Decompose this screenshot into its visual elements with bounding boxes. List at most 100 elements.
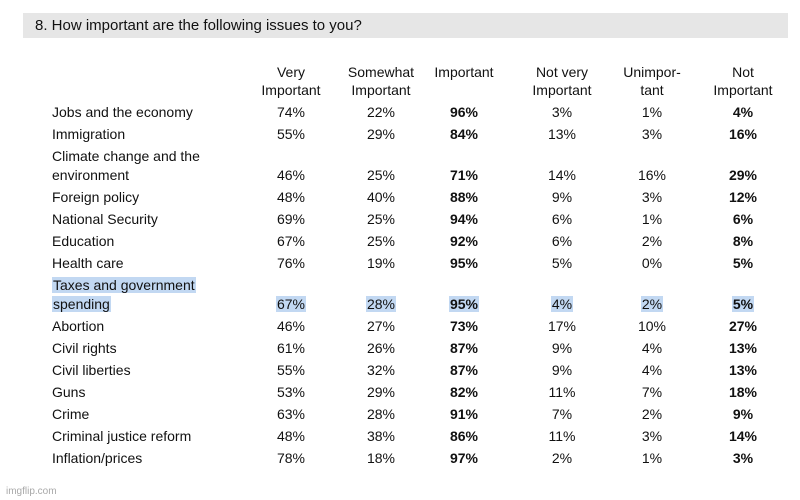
table-cell: 26% [366, 340, 396, 356]
table-cell: 84% [449, 126, 479, 142]
table-cell: 0% [641, 255, 663, 271]
row-label: Guns [52, 384, 86, 400]
table-cell: 40% [366, 189, 396, 205]
table-cell: 14% [728, 428, 758, 444]
table-cell: 29% [366, 126, 396, 142]
table-cell: 5% [551, 255, 573, 271]
row-label: Criminal justice reform [52, 428, 192, 444]
table-cell: 32% [366, 362, 396, 378]
table-cell: 3% [551, 104, 573, 120]
table-cell: 94% [449, 211, 479, 227]
table-cell: 25% [366, 211, 396, 227]
table-cell: 67% [275, 296, 307, 312]
table-cell: 1% [641, 450, 663, 466]
table-cell: 27% [728, 318, 758, 334]
table-cell: 95% [448, 296, 480, 312]
table-cell: 10% [637, 318, 667, 334]
table-cell: 73% [449, 318, 479, 334]
table-cell: 1% [641, 211, 663, 227]
table-cell: 2% [551, 450, 573, 466]
column-header: Not very Important [532, 64, 592, 98]
table-cell: 97% [449, 450, 479, 466]
table-cell: 53% [276, 384, 306, 400]
table-cell: 61% [276, 340, 306, 356]
table-cell: 25% [366, 233, 396, 249]
table-cell: 91% [449, 406, 479, 422]
row-label: Health care [52, 255, 124, 271]
table-cell: 4% [550, 296, 574, 312]
table-cell: 13% [547, 126, 577, 142]
row-label: National Security [52, 211, 158, 227]
table-cell: 13% [728, 340, 758, 356]
table-cell: 5% [731, 296, 755, 312]
table-cell: 4% [732, 104, 754, 120]
table-cell: 88% [449, 189, 479, 205]
table-cell: 48% [276, 428, 306, 444]
column-header: Very Important [261, 64, 321, 98]
table-cell: 22% [366, 104, 396, 120]
table-cell: 28% [365, 296, 397, 312]
table-cell: 55% [276, 126, 306, 142]
table-cell: 96% [449, 104, 479, 120]
column-header: Unimpor-tant [623, 64, 681, 98]
row-label: Abortion [52, 318, 105, 334]
table-cell: 46% [276, 167, 306, 183]
table-cell: 2% [640, 296, 664, 312]
table-cell: 29% [366, 384, 396, 400]
table-cell: 1% [641, 104, 663, 120]
table-cell: 6% [551, 233, 573, 249]
row-label: Jobs and the economy [52, 104, 193, 120]
row-label: Civil rights [52, 340, 117, 356]
table-cell: 74% [276, 104, 306, 120]
table-cell: 9% [732, 406, 754, 422]
watermark: imgflip.com [6, 486, 57, 497]
table-cell: 8% [732, 233, 754, 249]
table-cell: 3% [641, 428, 663, 444]
table-cell: 3% [641, 126, 663, 142]
table-cell: 27% [366, 318, 396, 334]
question-title: 8. How important are the following issue… [23, 13, 788, 38]
table-cell: 11% [548, 384, 576, 400]
table-cell: 11% [548, 428, 576, 444]
row-label: Crime [52, 406, 90, 422]
row-label: Education [52, 233, 115, 249]
table-cell: 67% [276, 233, 306, 249]
table-cell: 3% [732, 450, 754, 466]
table-cell: 25% [366, 167, 396, 183]
table-cell: 2% [641, 233, 663, 249]
table-cell: 95% [449, 255, 479, 271]
table-cell: 28% [366, 406, 396, 422]
table-cell: 19% [366, 255, 396, 271]
column-header: Not Important [713, 64, 773, 98]
row-label: Taxes and government spending [52, 277, 196, 312]
table-cell: 5% [732, 255, 754, 271]
table-cell: 9% [551, 340, 573, 356]
table-cell: 38% [366, 428, 396, 444]
table-cell: 14% [547, 167, 577, 183]
table-cell: 2% [641, 406, 663, 422]
table-cell: 92% [449, 233, 479, 249]
column-header: Important [434, 64, 494, 80]
row-label: Immigration [52, 126, 126, 142]
table-cell: 87% [449, 362, 479, 378]
table-cell: 9% [551, 362, 573, 378]
row-label: Foreign policy [52, 189, 140, 205]
table-cell: 86% [449, 428, 479, 444]
table-cell: 76% [276, 255, 306, 271]
row-label: Climate change and the environment [52, 148, 200, 183]
table-cell: 7% [551, 406, 573, 422]
table-cell: 17% [547, 318, 577, 334]
table-cell: 69% [276, 211, 306, 227]
table-cell: 87% [449, 340, 479, 356]
table-cell: 48% [276, 189, 306, 205]
table-cell: 46% [276, 318, 306, 334]
table-cell: 6% [732, 211, 754, 227]
table-cell: 6% [551, 211, 573, 227]
table-cell: 18% [728, 384, 758, 400]
table-cell: 78% [276, 450, 306, 466]
table-cell: 12% [728, 189, 758, 205]
table-cell: 55% [276, 362, 306, 378]
table-cell: 4% [641, 340, 663, 356]
table-cell: 9% [551, 189, 573, 205]
row-label: Inflation/prices [52, 450, 143, 466]
